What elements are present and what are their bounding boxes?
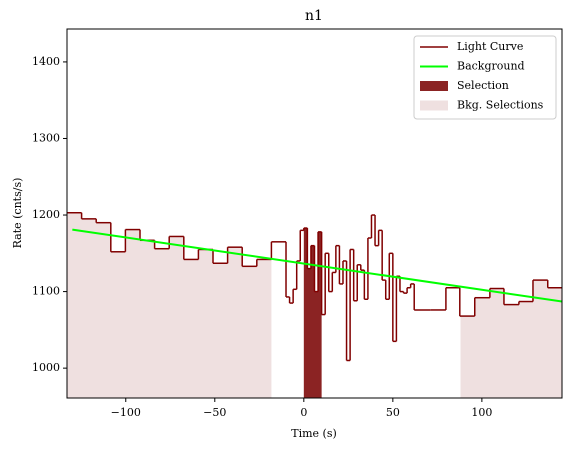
axes-frame xyxy=(66,28,563,399)
y-axis-label: Rate (cnts/s) xyxy=(11,178,24,249)
plot-area xyxy=(67,211,562,398)
selection-area xyxy=(303,228,322,398)
legend-label: Bkg. Selections xyxy=(457,99,544,112)
legend-box xyxy=(413,35,557,120)
y-tick-label: 1000 xyxy=(32,361,60,374)
y-tick-label: 1100 xyxy=(32,285,60,298)
x-tick-label: 50 xyxy=(386,406,400,419)
legend-swatch xyxy=(420,100,448,111)
y-tick-label: 1200 xyxy=(32,208,60,221)
selection-area xyxy=(67,212,272,398)
y-tick-label: 1400 xyxy=(32,55,60,68)
chart-title: n1 xyxy=(305,8,323,24)
x-tick-label: 100 xyxy=(471,406,492,419)
legend-label: Light Curve xyxy=(457,40,523,53)
x-axis-label: Time (s) xyxy=(291,427,337,440)
background-line xyxy=(72,228,562,303)
x-tick-label: −50 xyxy=(203,406,226,419)
selection-area xyxy=(460,280,562,398)
legend-swatch xyxy=(420,81,448,91)
x-tick-label: 0 xyxy=(300,406,307,419)
legend-label: Selection xyxy=(457,79,509,92)
x-tick-label: −100 xyxy=(111,406,141,419)
y-tick-label: 1300 xyxy=(32,131,60,144)
legend-label: Background xyxy=(457,60,525,73)
